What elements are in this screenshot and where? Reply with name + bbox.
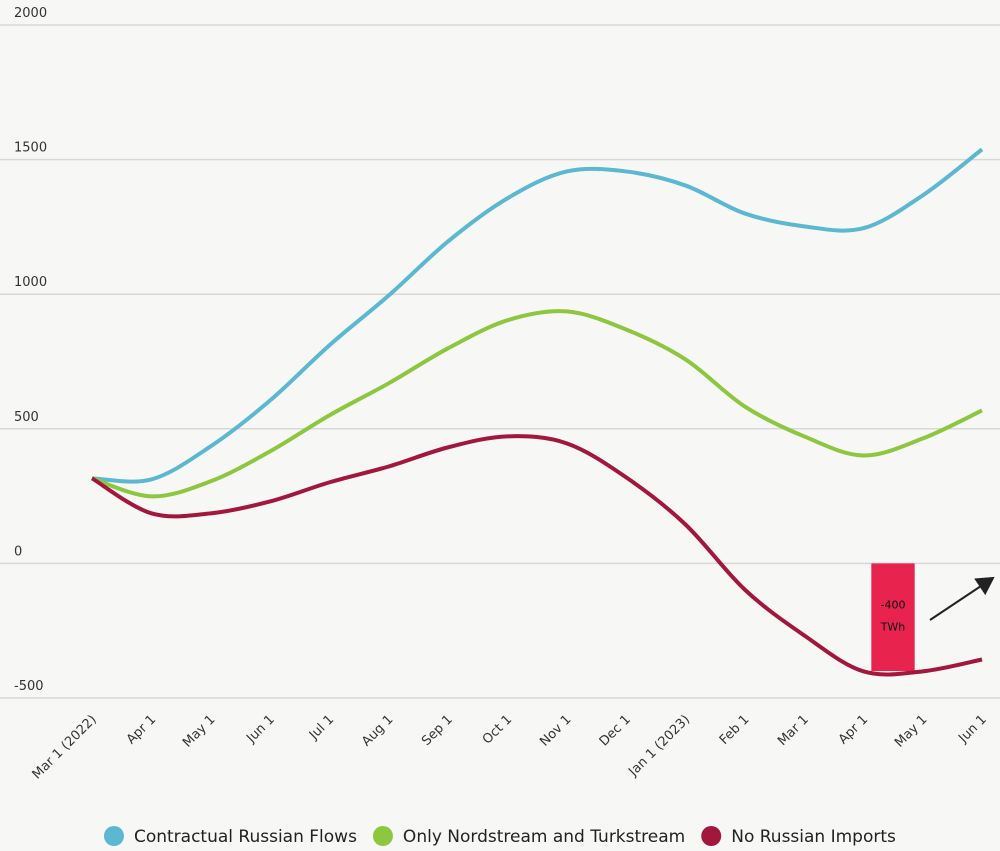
x-tick-label: Jun 1 [955,712,989,746]
legend-marker [103,826,124,846]
x-tick-label: Jul 1 [306,712,337,743]
x-tick-label: Sep 1 [419,712,456,749]
x-tick-label: Apr 1 [836,712,871,747]
x-tick-label: Mar 1 (2022) [30,712,100,782]
x-tick-label: Jun 1 [243,712,277,746]
legend-label: Only Nordstream and Turkstream [403,827,685,847]
x-tick-label: Mar 1 [775,712,812,749]
x-tick-label: Aug 1 [359,712,396,749]
y-tick-label: 1000 [14,275,47,290]
x-tick-label: Jan 1 (2023) [625,712,693,780]
x-tick-label: Oct 1 [480,712,515,747]
y-tick-label: 1500 [14,141,47,156]
x-tick-label: Dec 1 [597,712,634,749]
y-tick-label: 0 [14,544,22,559]
legend-label: No Russian Imports [731,827,896,847]
legend: Contractual Russian Flows Only Nordstream… [103,826,896,847]
y-tick-label: 2000 [14,6,47,21]
x-tick-label: May 1 [180,712,218,750]
annotation-text: TWh [880,620,906,633]
arrow [929,576,995,621]
y-tick-label: 500 [14,410,39,425]
x-tick-label: Nov 1 [537,712,574,749]
series-line [91,147,984,484]
x-tick-label: Apr 1 [124,712,159,747]
series-line [91,309,983,499]
legend-label: Contractual Russian Flows [134,827,357,847]
annotation-text: -400 [881,598,906,611]
annotation-box [871,563,915,672]
series-line [90,434,983,677]
legend-marker [701,826,722,846]
x-tick-label: May 1 [892,712,930,750]
legend-marker [372,826,393,846]
y-tick-label: -500 [14,679,44,694]
x-tick-label: Feb 1 [717,712,753,748]
